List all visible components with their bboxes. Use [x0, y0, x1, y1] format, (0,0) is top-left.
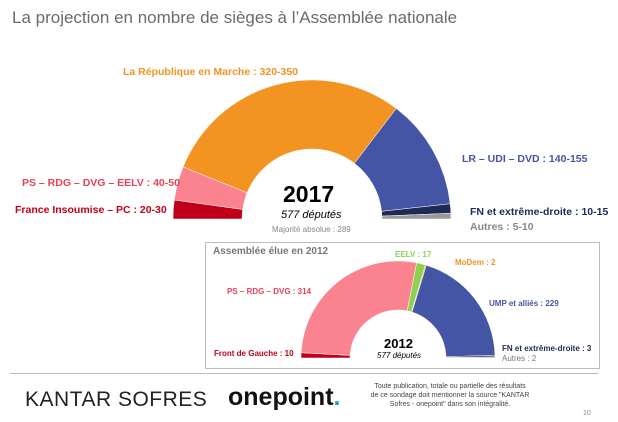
- label-ps: PS – RDG – DVG – EELV : 40-50: [22, 177, 180, 189]
- chart-2012-slice-autres: [445, 356, 496, 359]
- label-fdg: Front de Gauche : 10: [214, 349, 294, 358]
- chart-2012-header: Assemblée élue en 2012: [213, 246, 329, 257]
- page-title: La projection en nombre de sièges à l’As…: [12, 8, 458, 27]
- chart-2012-frame: [205, 242, 600, 369]
- footer-note: Toute publication, totale ou partielle d…: [370, 383, 530, 408]
- chart-2012-subtitle: 577 députés: [377, 351, 422, 360]
- onepoint-logo: onepoint.: [228, 383, 340, 412]
- chart-2017-subtitle: 577 députés: [281, 209, 342, 221]
- label-fn-2012: FN et extrême-droite : 3: [502, 344, 592, 353]
- label-autres: Autres : 5-10: [470, 221, 534, 233]
- label-autres-2012: Autres : 2: [502, 354, 537, 363]
- label-lr: LR – UDI – DVD : 140-155: [462, 153, 588, 165]
- label-fn: FN et extrême-droite : 10-15: [470, 206, 609, 218]
- chart-2012-slice-ump-et-alli-s: [411, 264, 496, 357]
- label-ump: UMP et alliés : 229: [489, 299, 559, 308]
- chart-2012-title: 2012: [384, 336, 413, 351]
- onepoint-logo-text: onepoint: [228, 383, 334, 411]
- label-lrem: La République en Marche : 320-350: [123, 66, 299, 78]
- label-ps-2012: PS – RDG – DVG : 314: [227, 287, 312, 296]
- chart-2017-slice-autres: [381, 213, 452, 220]
- majority-note: Majorité absolue : 289: [272, 225, 351, 234]
- chart-2012-slice-ps-rdg-dvg: [300, 260, 417, 356]
- label-modem: MoDem : 2: [455, 258, 496, 267]
- chart-2017-slice-la-r-publique-en-marche: [182, 79, 397, 194]
- label-fi: France Insoumise – PC : 20-30: [15, 204, 167, 216]
- divider: [10, 373, 598, 374]
- kantar-logo: KANTAR SOFRES: [25, 388, 208, 411]
- page-number: 10: [583, 410, 591, 417]
- label-eelv: EELV : 17: [395, 250, 432, 259]
- logo-dot: .: [333, 383, 341, 411]
- chart-2017-title: 2017: [283, 181, 335, 207]
